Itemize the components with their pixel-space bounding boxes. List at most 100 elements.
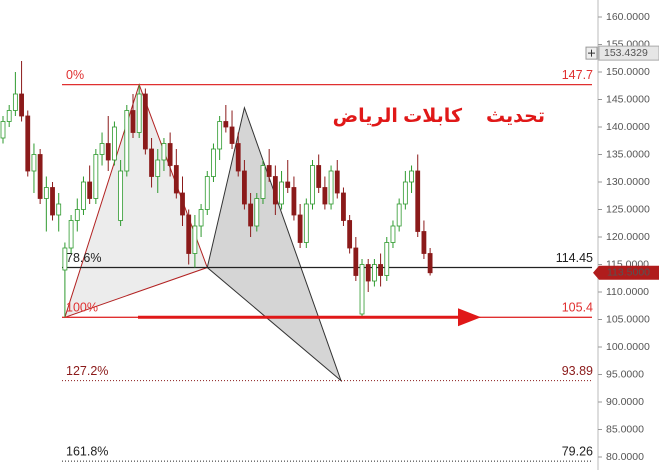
arrow-head	[458, 308, 481, 327]
candle-body	[211, 148, 216, 177]
candle-body	[0, 121, 6, 139]
candle-body	[396, 203, 402, 227]
y-tick-label: 125.0000	[606, 203, 650, 215]
y-tick-label: 105.0000	[606, 313, 650, 325]
y-tick-label: 95.0000	[606, 368, 644, 380]
candle-body	[105, 143, 111, 161]
candle-body	[316, 165, 322, 188]
candle-body	[334, 170, 340, 194]
candle-body	[217, 121, 223, 150]
candle-body	[31, 154, 37, 172]
candle-body	[303, 203, 309, 243]
candle-body	[173, 165, 179, 194]
candle-body	[341, 192, 346, 221]
candle-body	[99, 143, 105, 155]
y-tick-label: 130.0000	[606, 176, 650, 188]
candle-body	[328, 170, 334, 205]
candle-body	[118, 170, 124, 221]
fib-value: 114.45	[556, 251, 593, 265]
candle-body	[427, 253, 433, 274]
y-tick-label: 120.0000	[606, 231, 650, 243]
y-tick-label: 145.0000	[606, 93, 650, 105]
candle-body	[279, 181, 284, 205]
y-tick-label: 140.0000	[606, 121, 650, 133]
candle-body	[322, 187, 328, 205]
candle-body	[180, 192, 185, 216]
candle-body	[124, 110, 130, 172]
candle-body	[285, 181, 291, 188]
candle-body	[384, 242, 390, 276]
candle-body	[167, 143, 173, 166]
fib-label: 127.2%	[66, 364, 108, 378]
fib-value: 93.89	[562, 364, 593, 378]
candle-body	[291, 187, 297, 216]
candle-body	[297, 214, 303, 243]
pattern-bcd	[206, 105, 343, 383]
candle-body	[136, 93, 142, 133]
last-price-label: 113.5000	[607, 267, 650, 279]
candle-body	[149, 148, 154, 177]
candle-body	[50, 187, 55, 216]
candle-body	[192, 225, 198, 254]
candle-body	[353, 247, 359, 276]
candle-body	[19, 93, 24, 117]
candle-body	[310, 165, 315, 205]
candle-body	[43, 187, 49, 199]
fib-label: 100%	[66, 301, 98, 315]
fib-value: 105.4	[562, 301, 593, 315]
candle-body	[260, 165, 266, 199]
candle-body	[242, 170, 247, 205]
y-tick-label: 100.0000	[606, 341, 650, 353]
candle-body	[74, 209, 80, 221]
candle-body	[390, 225, 396, 243]
marker-tag-label: 153.4329	[604, 47, 648, 59]
annotation: كابلات الرياض	[333, 106, 463, 127]
candle-body	[254, 198, 260, 227]
candle-body	[272, 176, 278, 205]
candle-body	[359, 264, 365, 315]
candle-body	[6, 110, 12, 122]
candle-body	[415, 170, 421, 232]
candle-body	[161, 143, 167, 161]
candle-body	[25, 115, 31, 172]
candle-body	[155, 159, 161, 177]
y-tick-label: 150.0000	[606, 66, 650, 78]
y-tick-label: 80.0000	[606, 451, 644, 463]
y-tick-label: 90.0000	[606, 396, 644, 408]
candle-body	[378, 264, 383, 276]
candle-body	[37, 154, 43, 199]
candle-body	[223, 121, 229, 128]
y-tick-label: 85.0000	[606, 423, 644, 435]
y-tick-label: 160.0000	[606, 11, 650, 23]
candle-body	[204, 176, 210, 210]
candle-body	[93, 154, 99, 199]
candle-body	[421, 231, 427, 254]
y-tick-label: 135.0000	[606, 148, 650, 160]
candle-body	[142, 93, 148, 150]
candle-body	[186, 214, 192, 254]
candle-body	[371, 264, 377, 282]
candle-body	[87, 181, 93, 199]
candle-body	[68, 220, 74, 249]
last-price-tag	[593, 265, 659, 280]
candle-body	[229, 126, 235, 144]
candle-body	[248, 203, 254, 227]
candle-body	[402, 181, 408, 205]
candle-body	[12, 93, 18, 111]
fib-label: 78.6%	[66, 251, 101, 265]
annotation: تحديث	[486, 106, 545, 127]
y-tick-label: 110.0000	[606, 286, 649, 298]
candle-body	[62, 247, 68, 271]
candle-body	[365, 264, 371, 282]
fib-label: 0%	[66, 68, 84, 82]
fib-value: 147.7	[562, 68, 593, 82]
candle-body	[266, 165, 272, 177]
candle-body	[81, 181, 86, 210]
candle-body	[347, 220, 353, 249]
candle-body	[409, 170, 414, 183]
candle-body	[235, 143, 241, 172]
candle-body	[130, 110, 136, 133]
fib-label: 161.8%	[66, 444, 108, 458]
